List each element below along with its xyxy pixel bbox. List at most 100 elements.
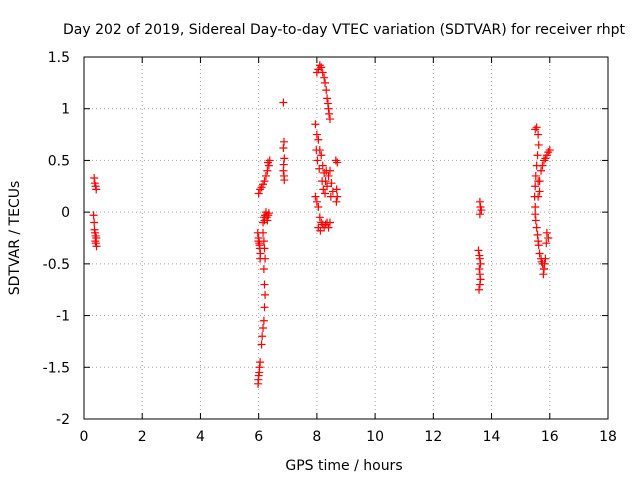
data-point bbox=[318, 177, 327, 186]
data-point bbox=[332, 197, 341, 206]
data-point bbox=[312, 146, 321, 155]
y-tick-labels: -2 -1.5 -1 -0.5 0 0.5 1 1.5 bbox=[43, 50, 70, 428]
data-point bbox=[534, 140, 543, 149]
data-point bbox=[254, 379, 263, 388]
data-point bbox=[255, 241, 264, 250]
data-point bbox=[532, 123, 541, 132]
data-point bbox=[475, 285, 484, 294]
data-point bbox=[260, 177, 269, 186]
data-point bbox=[327, 179, 336, 188]
data-point bbox=[263, 166, 272, 175]
plot-area-border bbox=[83, 56, 609, 420]
data-point bbox=[315, 213, 324, 222]
x-tick-label: 14 bbox=[483, 429, 501, 445]
data-point bbox=[534, 130, 543, 139]
data-point bbox=[279, 144, 288, 153]
data-point bbox=[531, 171, 540, 180]
data-point bbox=[534, 177, 543, 186]
data-point bbox=[92, 242, 101, 251]
grid-lines bbox=[84, 57, 608, 419]
data-point bbox=[320, 73, 329, 82]
data-point bbox=[90, 218, 99, 227]
data-point bbox=[541, 254, 550, 263]
data-point bbox=[321, 189, 330, 198]
data-point bbox=[537, 166, 546, 175]
data-point bbox=[314, 135, 323, 144]
data-point bbox=[280, 176, 289, 185]
data-point bbox=[261, 290, 270, 299]
data-point bbox=[89, 211, 98, 220]
data-point bbox=[257, 340, 266, 349]
x-tick-label: 4 bbox=[196, 429, 205, 445]
x-tick-label: 10 bbox=[366, 429, 384, 445]
data-point bbox=[322, 166, 331, 175]
y-tick-label: 1 bbox=[61, 102, 70, 118]
data-point bbox=[475, 280, 484, 289]
data-point bbox=[259, 228, 268, 237]
data-point bbox=[265, 156, 274, 165]
data-point bbox=[476, 259, 485, 268]
data-point bbox=[325, 115, 334, 124]
data-point bbox=[531, 216, 540, 225]
y-axis-label: SDTVAR / TECUs bbox=[7, 181, 23, 296]
data-point bbox=[313, 156, 322, 165]
x-tick-label: 6 bbox=[254, 429, 263, 445]
data-point bbox=[319, 185, 328, 194]
data-point bbox=[312, 130, 321, 139]
data-point bbox=[314, 202, 323, 211]
data-point bbox=[260, 280, 269, 289]
x-tick-labels: 0 2 4 6 8 10 12 14 16 18 bbox=[80, 429, 617, 445]
x-tick-label: 0 bbox=[80, 429, 89, 445]
data-point bbox=[92, 185, 101, 194]
data-point bbox=[261, 254, 270, 263]
data-point bbox=[532, 223, 541, 232]
data-point bbox=[535, 249, 544, 258]
data-point bbox=[534, 192, 543, 201]
data-point bbox=[279, 98, 288, 107]
data-point bbox=[259, 316, 268, 325]
x-tick-label: 16 bbox=[541, 429, 559, 445]
data-point bbox=[259, 237, 268, 246]
y-tick-label: 0.5 bbox=[48, 153, 70, 169]
data-point bbox=[475, 210, 484, 219]
data-point bbox=[474, 246, 483, 255]
y-tick-label: -0.5 bbox=[43, 257, 70, 273]
data-point bbox=[254, 189, 263, 198]
data-point bbox=[531, 182, 540, 191]
data-point bbox=[263, 216, 272, 225]
y-tick-label: -1 bbox=[56, 309, 70, 325]
axis-ticks bbox=[83, 56, 609, 420]
data-point bbox=[333, 158, 342, 167]
data-point bbox=[324, 223, 333, 232]
data-point bbox=[325, 218, 334, 227]
data-point bbox=[323, 94, 332, 103]
data-points bbox=[89, 61, 554, 388]
data-point bbox=[333, 192, 342, 201]
x-tick-label: 8 bbox=[312, 429, 321, 445]
data-point bbox=[258, 332, 267, 341]
data-point bbox=[317, 63, 326, 72]
data-point bbox=[533, 151, 542, 160]
data-point bbox=[323, 99, 332, 108]
data-point bbox=[321, 78, 330, 87]
data-point bbox=[531, 202, 540, 211]
data-point bbox=[542, 228, 551, 237]
x-tick-label: 18 bbox=[599, 429, 617, 445]
data-point bbox=[311, 192, 320, 201]
y-tick-label: 1.5 bbox=[48, 50, 70, 66]
y-tick-label: -2 bbox=[56, 412, 70, 428]
data-point bbox=[318, 68, 327, 77]
data-point bbox=[264, 209, 273, 218]
data-point bbox=[534, 241, 543, 250]
data-point bbox=[538, 161, 547, 170]
data-point bbox=[311, 120, 320, 129]
data-point bbox=[315, 164, 324, 173]
chart-title: Day 202 of 2019, Sidereal Day-to-day VTE… bbox=[63, 22, 625, 38]
data-point bbox=[260, 244, 269, 253]
data-point bbox=[312, 197, 321, 206]
data-point bbox=[317, 151, 326, 160]
data-point bbox=[477, 206, 486, 215]
data-point bbox=[322, 86, 331, 95]
data-point bbox=[259, 323, 268, 332]
